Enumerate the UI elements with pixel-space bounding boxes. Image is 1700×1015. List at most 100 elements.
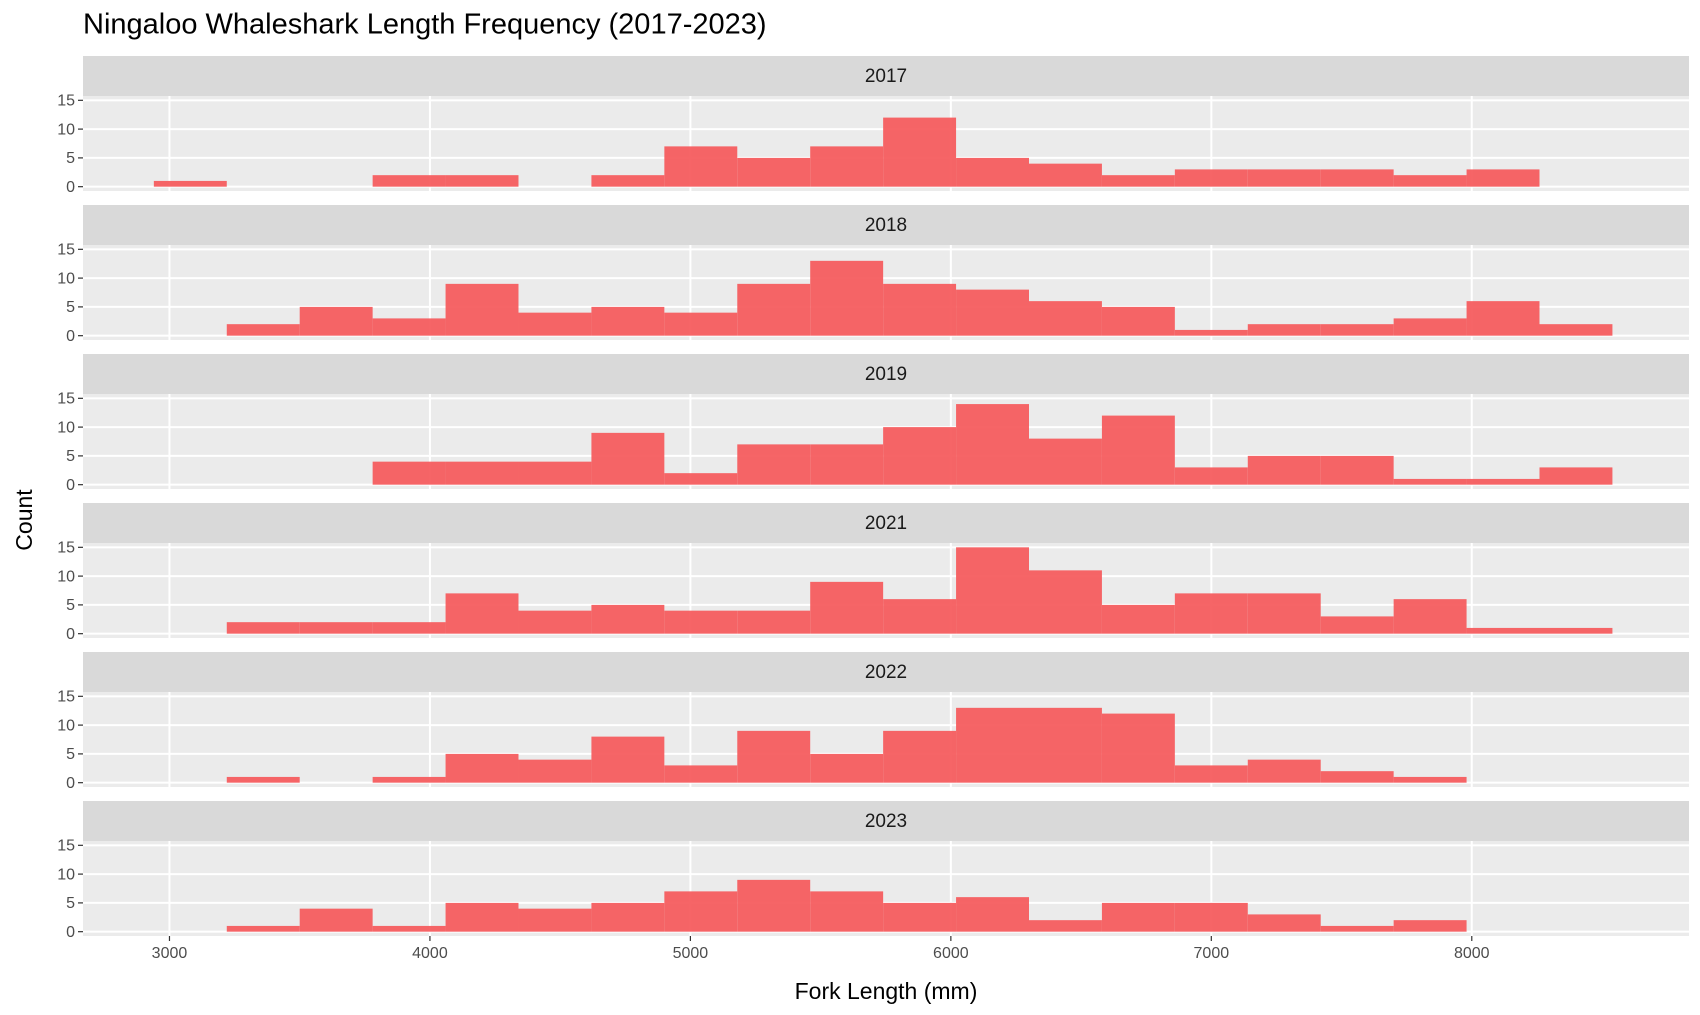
histogram-bar [518,610,592,634]
histogram-bar [1101,175,1175,187]
histogram-bar [1101,713,1175,783]
histogram-bar [226,622,300,634]
histogram-bar [810,260,884,336]
histogram-bar [226,324,300,336]
histogram-bar [299,622,373,634]
y-tick-label: 0 [66,179,75,196]
histogram-bar [1393,776,1467,783]
y-tick-label: 0 [66,328,75,345]
histogram-bar [591,175,665,187]
histogram-bar [1174,467,1248,485]
histogram-bar [810,753,884,783]
histogram-bar [737,730,811,783]
histogram-bar [883,427,957,485]
y-tick-label: 5 [66,895,75,912]
histogram-bar [445,175,519,187]
histogram-bar [299,306,373,336]
histogram-bar [883,730,957,783]
histogram-bar [1101,306,1175,336]
y-tick-label: 0 [66,924,75,941]
histogram-bar [1247,455,1321,485]
y-tick-label: 10 [57,568,75,585]
histogram-bar [372,622,446,634]
y-tick-label: 5 [66,150,75,167]
histogram-bar [737,157,811,187]
histogram-bar [299,908,373,932]
histogram-bar [956,547,1029,634]
histogram-bar [664,473,738,485]
y-tick-label: 0 [66,626,75,643]
histogram-bar [1539,467,1613,485]
strip-label: 2021 [865,513,907,534]
y-tick-label: 10 [57,121,75,138]
y-tick-label: 5 [66,448,75,465]
histogram-bar [1174,902,1248,932]
histogram-bar [1320,169,1394,187]
y-axis-title: Count [11,489,37,551]
histogram-bar [883,283,957,336]
y-tick-label: 5 [66,299,75,316]
histogram-bar [1028,570,1102,634]
histogram-bar [664,891,738,932]
histogram-bar [883,117,957,187]
strip [83,652,1689,692]
histogram-bar [372,925,446,932]
y-tick-label: 15 [57,93,75,110]
histogram-bar [1539,627,1613,634]
histogram-bar [810,146,884,187]
histogram-bar [1028,438,1102,485]
histogram-bar [883,599,957,634]
histogram-bar [1174,169,1248,187]
strip-label: 2018 [865,215,907,236]
histogram-bar [445,283,519,336]
histogram-bar [1466,627,1540,634]
histogram-bar [1539,324,1613,336]
histogram-bar [1247,169,1321,187]
histogram-bar [956,897,1029,932]
histogram-bar [372,318,446,336]
histogram-bar [445,753,519,783]
strip [83,56,1689,96]
histogram-bar [518,759,592,783]
histogram-bar [372,461,446,485]
histogram-bar [372,776,446,783]
histogram-bar [1028,163,1102,187]
x-tick-label: 8000 [1454,945,1490,962]
x-tick-label: 7000 [1194,945,1230,962]
histogram-bar [518,312,592,336]
histogram-bar [1247,914,1321,932]
y-tick-label: 5 [66,746,75,763]
histogram-bar [1466,301,1540,336]
histogram-bar [445,902,519,932]
x-axis-title: Fork Length (mm) [795,978,978,1004]
chart-title: Ningaloo Whaleshark Length Frequency (20… [83,9,767,41]
histogram-bar [1393,599,1467,634]
x-tick-label: 3000 [152,945,188,962]
histogram-bar [1393,478,1467,485]
histogram-bar [591,306,665,336]
strip [83,354,1689,394]
histogram-bar [664,312,738,336]
histogram-bar [1393,318,1467,336]
histogram-bar [1320,324,1394,336]
y-tick-label: 10 [57,419,75,436]
histogram-bar [1028,707,1102,783]
strip [83,205,1689,245]
histogram-bar [591,604,665,634]
histogram-bar [518,461,592,485]
histogram-bar [1028,301,1102,336]
histogram-bar [1393,175,1467,187]
histogram-bar [1101,902,1175,932]
histogram-bar [591,432,665,485]
histogram-bar [1320,771,1394,783]
histogram-bar [956,289,1029,336]
histogram-bar [737,444,811,485]
histogram-bar [810,891,884,932]
histogram-bar [591,736,665,783]
strip [83,801,1689,841]
histogram-bar [445,461,519,485]
histogram-bar [1247,759,1321,783]
x-tick-label: 4000 [412,945,448,962]
y-tick-label: 15 [57,838,75,855]
histogram-bar [1174,593,1248,634]
